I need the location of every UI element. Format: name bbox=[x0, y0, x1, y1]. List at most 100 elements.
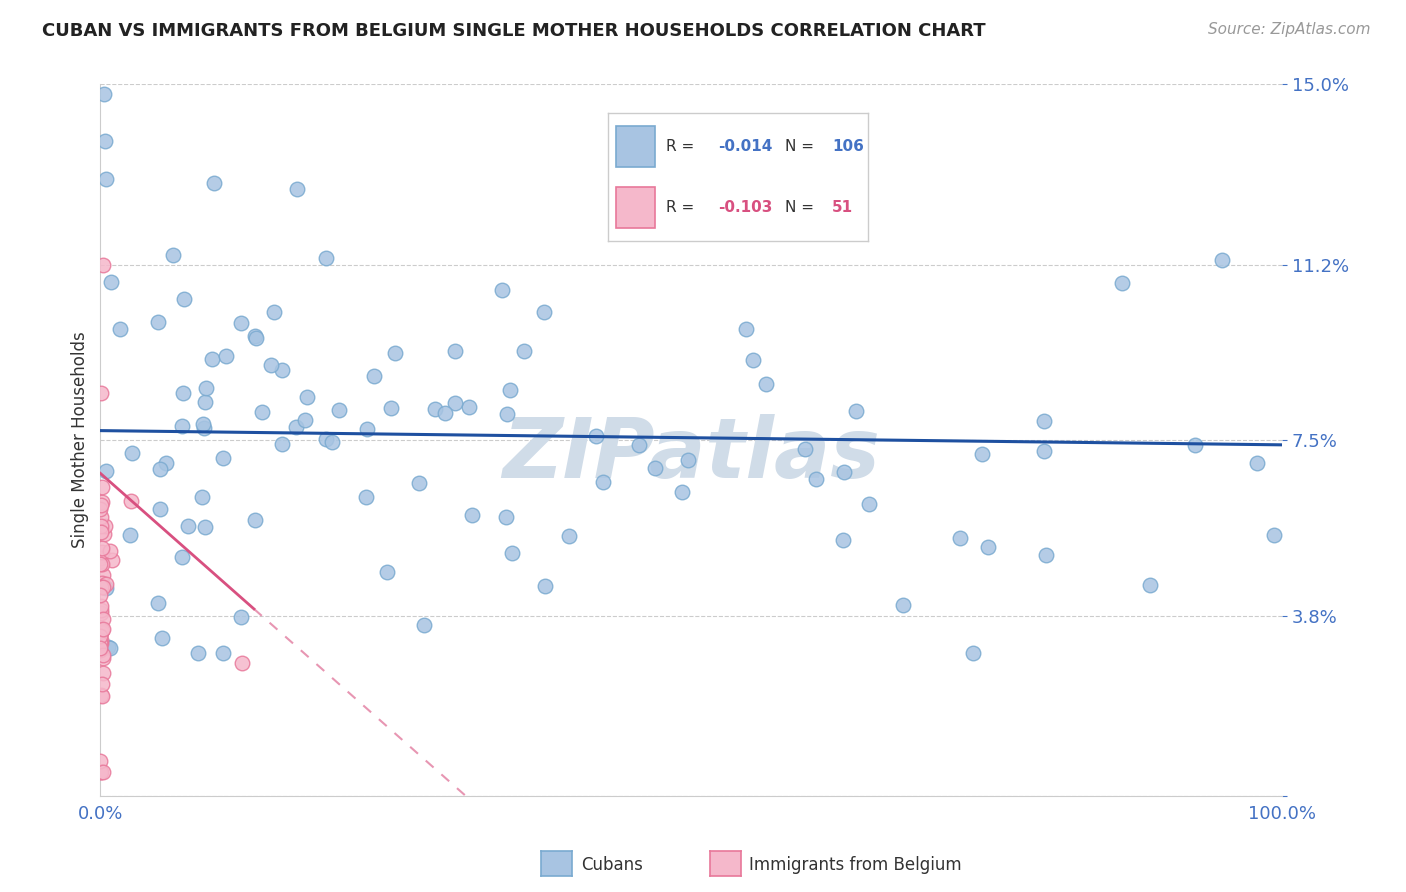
Point bbox=[328, 402, 350, 417]
Point bbox=[93, 87, 115, 101]
Point bbox=[100, 275, 122, 289]
Point bbox=[91, 258, 114, 272]
Point bbox=[260, 358, 283, 372]
Point bbox=[1139, 578, 1161, 592]
Point bbox=[423, 401, 446, 416]
Point bbox=[499, 383, 522, 397]
Point bbox=[90, 480, 112, 494]
Point bbox=[202, 176, 225, 190]
Point bbox=[806, 473, 828, 487]
Text: Source: ZipAtlas.com: Source: ZipAtlas.com bbox=[1208, 22, 1371, 37]
Point bbox=[91, 576, 114, 591]
Point bbox=[91, 545, 114, 559]
Point bbox=[858, 497, 880, 511]
Point bbox=[962, 647, 984, 661]
Point bbox=[834, 465, 856, 479]
Point bbox=[91, 623, 114, 637]
Point bbox=[592, 475, 614, 490]
Point bbox=[90, 603, 112, 617]
Point bbox=[94, 172, 117, 186]
Point bbox=[315, 432, 337, 446]
Point bbox=[294, 413, 316, 427]
Point bbox=[90, 624, 112, 639]
Point bbox=[89, 629, 111, 643]
Point bbox=[1211, 253, 1233, 268]
Point bbox=[91, 580, 114, 594]
Point bbox=[270, 437, 292, 451]
Point bbox=[408, 475, 430, 490]
Point bbox=[375, 565, 398, 579]
Point bbox=[676, 453, 699, 467]
Point bbox=[170, 550, 193, 565]
Point bbox=[671, 484, 693, 499]
Point bbox=[211, 451, 233, 466]
Point bbox=[90, 677, 112, 691]
Point bbox=[90, 551, 112, 566]
Point bbox=[354, 490, 377, 504]
Point bbox=[229, 609, 252, 624]
Point bbox=[412, 618, 434, 632]
Point bbox=[977, 540, 1000, 554]
Point bbox=[271, 363, 294, 377]
Point bbox=[100, 553, 122, 567]
Point bbox=[162, 248, 184, 262]
Point bbox=[433, 406, 456, 420]
Point bbox=[90, 625, 112, 640]
Point bbox=[89, 588, 111, 602]
Point bbox=[148, 315, 170, 329]
Point bbox=[90, 599, 112, 613]
Point bbox=[100, 544, 122, 558]
Point bbox=[315, 252, 337, 266]
Point bbox=[97, 640, 120, 655]
Point bbox=[94, 581, 117, 595]
Point bbox=[90, 494, 112, 508]
Point bbox=[501, 546, 523, 560]
Point bbox=[89, 640, 111, 655]
Point bbox=[444, 395, 467, 409]
Point bbox=[89, 765, 111, 780]
Point bbox=[190, 490, 212, 504]
Point bbox=[193, 417, 215, 432]
Point bbox=[845, 403, 868, 417]
Point bbox=[187, 647, 209, 661]
Text: CUBAN VS IMMIGRANTS FROM BELGIUM SINGLE MOTHER HOUSEHOLDS CORRELATION CHART: CUBAN VS IMMIGRANTS FROM BELGIUM SINGLE … bbox=[42, 22, 986, 40]
Point bbox=[263, 305, 285, 319]
Point bbox=[533, 304, 555, 318]
Point bbox=[177, 518, 200, 533]
Point bbox=[90, 633, 112, 648]
Point bbox=[295, 390, 318, 404]
Point bbox=[742, 352, 765, 367]
Point bbox=[831, 533, 853, 547]
Point bbox=[644, 461, 666, 475]
Point bbox=[90, 557, 112, 571]
Point bbox=[155, 456, 177, 470]
Point bbox=[585, 429, 607, 443]
Point bbox=[94, 134, 117, 148]
Point bbox=[91, 650, 114, 665]
Point bbox=[91, 567, 114, 582]
Point bbox=[363, 368, 385, 383]
Point bbox=[231, 656, 253, 670]
Point bbox=[285, 419, 308, 434]
Point bbox=[120, 494, 142, 508]
Point bbox=[444, 343, 467, 358]
Point bbox=[89, 636, 111, 650]
Point bbox=[90, 688, 112, 702]
Point bbox=[89, 635, 111, 649]
Point bbox=[94, 518, 117, 533]
Point bbox=[194, 520, 217, 534]
Point bbox=[380, 401, 402, 416]
Point bbox=[491, 283, 513, 297]
Text: ZIPatlas: ZIPatlas bbox=[502, 414, 880, 495]
Point bbox=[201, 351, 224, 366]
Point bbox=[794, 442, 817, 457]
Point bbox=[495, 509, 517, 524]
Y-axis label: Single Mother Households: Single Mother Households bbox=[72, 332, 89, 549]
Point bbox=[558, 529, 581, 543]
Point bbox=[149, 462, 172, 476]
Point bbox=[250, 405, 273, 419]
Point bbox=[384, 346, 406, 360]
Point bbox=[627, 437, 650, 451]
Point bbox=[972, 447, 994, 461]
Point bbox=[121, 446, 143, 460]
